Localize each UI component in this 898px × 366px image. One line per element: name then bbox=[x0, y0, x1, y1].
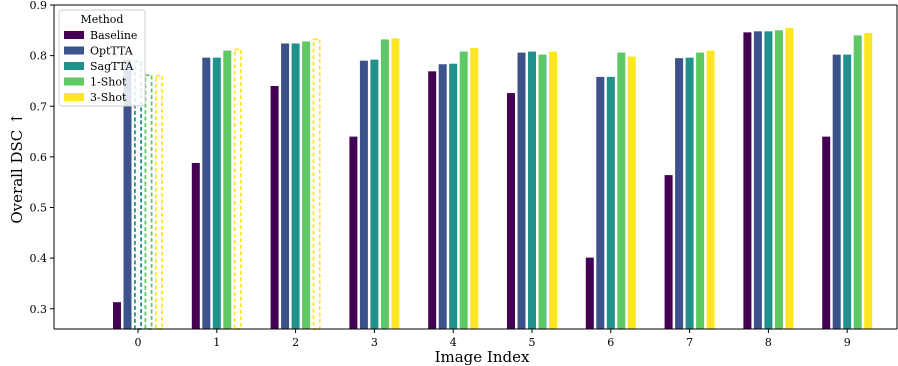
bar-baseline-5 bbox=[507, 93, 515, 330]
bar-1-shot-2 bbox=[302, 41, 311, 329]
bar-sagtta-5 bbox=[528, 51, 536, 329]
bar-3-shot-7 bbox=[706, 50, 715, 329]
bar-opttta-7 bbox=[675, 58, 684, 329]
bar-3-shot-0 bbox=[154, 74, 163, 330]
bar-3-shot-4 bbox=[470, 48, 479, 329]
legend-label: 3-Shot bbox=[90, 91, 127, 104]
bar-baseline-3 bbox=[349, 136, 358, 329]
bar-sagtta-8 bbox=[764, 31, 773, 329]
y-tick-label: 0.8 bbox=[30, 50, 48, 63]
bar-baseline-7 bbox=[664, 175, 673, 329]
bar-1-shot-4 bbox=[459, 51, 468, 329]
legend-swatch bbox=[64, 46, 84, 55]
x-tick-label: 9 bbox=[844, 336, 851, 349]
bar-sagtta-3 bbox=[370, 59, 379, 330]
bar-baseline-0 bbox=[113, 302, 121, 329]
bar-baseline-2 bbox=[270, 86, 279, 329]
y-tick-label: 0.3 bbox=[30, 303, 48, 316]
bar-opttta-8 bbox=[753, 31, 762, 329]
legend-label: 1-Shot bbox=[90, 76, 127, 89]
x-tick-label: 2 bbox=[292, 336, 299, 349]
bar-1-shot-3 bbox=[380, 39, 389, 330]
x-tick-label: 6 bbox=[607, 336, 614, 349]
y-tick-label: 0.6 bbox=[30, 151, 48, 164]
bar-sagtta-2 bbox=[291, 43, 300, 329]
x-tick-label: 1 bbox=[213, 336, 220, 349]
legend-swatch bbox=[64, 77, 84, 86]
y-axis-label: Overall DSC ↑ bbox=[8, 112, 26, 223]
legend-label: Baseline bbox=[90, 29, 137, 42]
legend-swatch bbox=[64, 31, 84, 39]
legend: Method Baseline OptTTA SagTTA 1-Shot 3-Shot bbox=[58, 9, 146, 107]
bar-3-shot-3 bbox=[391, 38, 400, 329]
legend-label: SagTTA bbox=[90, 60, 134, 73]
bar-1-shot-7 bbox=[696, 52, 705, 330]
bar-3-shot-2 bbox=[312, 38, 321, 330]
x-axis-label: Image Index bbox=[435, 348, 530, 366]
bar-opttta-1 bbox=[202, 57, 211, 330]
bar-1-shot-6 bbox=[617, 52, 626, 330]
x-tick-label: 3 bbox=[371, 336, 378, 349]
axes-layer: 0.3 0.4 0.5 0.6 0.7 0.8 0.9 0 1 2 3 4 5 6 7 8 9 bbox=[30, 0, 898, 349]
legend-swatch bbox=[64, 62, 84, 70]
bar-opttta-5 bbox=[517, 52, 526, 330]
x-tick-label: 0 bbox=[135, 336, 142, 349]
bar-3-shot-6 bbox=[627, 56, 636, 329]
bar-opttta-0 bbox=[123, 59, 132, 330]
bar-baseline-8 bbox=[743, 32, 752, 330]
bar-opttta-3 bbox=[359, 60, 368, 329]
bar-1-shot-1 bbox=[223, 50, 232, 329]
bar-sagtta-4 bbox=[449, 63, 458, 329]
bar-opttta-9 bbox=[832, 54, 841, 330]
x-tick-label: 7 bbox=[686, 336, 693, 349]
bar-sagtta-6 bbox=[606, 76, 615, 329]
y-tick-label: 0.9 bbox=[30, 0, 48, 12]
bar-sagtta-9 bbox=[843, 54, 852, 330]
bar-3-shot-1 bbox=[233, 48, 242, 330]
y-tick-label: 0.7 bbox=[30, 100, 48, 113]
bar-1-shot-0 bbox=[144, 74, 153, 330]
x-tick-label: 8 bbox=[765, 336, 772, 349]
bar-opttta-6 bbox=[596, 76, 605, 329]
bar-opttta-2 bbox=[281, 43, 290, 329]
legend-swatch bbox=[64, 93, 84, 101]
bar-sagtta-7 bbox=[685, 57, 694, 330]
y-tick-label: 0.4 bbox=[30, 252, 48, 265]
bar-sagtta-1 bbox=[212, 57, 221, 330]
legend-title: Method bbox=[81, 13, 124, 26]
x-tick-label: 4 bbox=[450, 336, 457, 349]
bar-baseline-6 bbox=[585, 257, 594, 329]
bar-3-shot-9 bbox=[864, 32, 873, 329]
bar-baseline-9 bbox=[822, 136, 831, 329]
bar-baseline-1 bbox=[191, 162, 200, 329]
y-tick-label: 0.5 bbox=[30, 202, 48, 215]
bar-baseline-4 bbox=[428, 71, 437, 329]
bars-layer bbox=[113, 27, 873, 330]
bar-1-shot-9 bbox=[853, 35, 862, 329]
bar-opttta-4 bbox=[438, 64, 447, 329]
x-tick-label: 5 bbox=[529, 336, 536, 349]
bar-3-shot-8 bbox=[785, 27, 794, 329]
legend-label: OptTTA bbox=[90, 45, 134, 58]
bar-1-shot-8 bbox=[774, 30, 783, 329]
bar-1-shot-5 bbox=[538, 54, 547, 330]
bar-3-shot-5 bbox=[549, 51, 557, 329]
